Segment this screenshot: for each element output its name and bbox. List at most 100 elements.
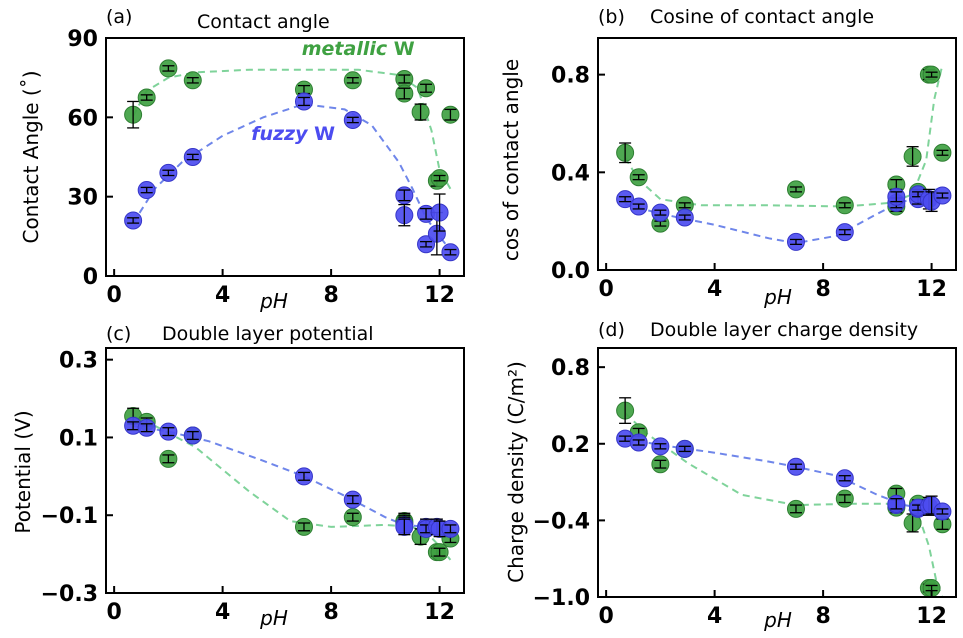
fuzzy-data-point (343, 490, 362, 509)
panel-b-ytick-label: 0.4 (551, 161, 590, 186)
panel-b-ytick-label: 0.8 (551, 64, 590, 89)
panel-a-ytick-label: 0 (83, 265, 98, 290)
panel-a-contact-angle: (a) Contact angle Contact Angle (˚) pH 0… (19, 6, 465, 313)
metallic-data-point (441, 105, 460, 124)
panel-b-xtick-label: 0 (598, 277, 613, 302)
panel-d-ytick-label: 0.2 (551, 433, 590, 458)
panel-c-ytick-label: 0.1 (59, 426, 98, 451)
metallic-fit-line (132, 415, 452, 561)
panel-c-xtick-label: 4 (215, 600, 230, 625)
panel-a-ytick-label: 90 (67, 27, 98, 52)
metallic-data-point (903, 146, 922, 167)
panel-c-xtick-label: 12 (424, 600, 455, 625)
metallic-data-point (786, 180, 805, 199)
metallic-data-point (343, 508, 362, 527)
panel-d-xtick-label: 4 (707, 604, 722, 629)
panel-c-xtick-label: 0 (106, 600, 121, 625)
fuzzy-data-point (183, 426, 202, 445)
metallic-data-point (651, 455, 670, 474)
panel-c-letter: (c) (106, 323, 131, 345)
panel-c-ytick-label: −0.3 (41, 582, 98, 607)
panel-d-title: Double layer charge density (650, 319, 918, 341)
fuzzy-data-point (933, 502, 952, 521)
fuzzy-data-point (441, 243, 460, 262)
panel-a-xtick-label: 12 (424, 283, 455, 308)
panel-d-ytick-label: −0.4 (533, 509, 590, 534)
panel-d-xlabel: pH (763, 608, 792, 632)
panel-a-xtick-label: 4 (215, 283, 230, 308)
fuzzy-data-point (124, 416, 143, 435)
fuzzy-data-point (651, 437, 670, 456)
panel-c-frame (105, 347, 465, 594)
metallic-data-point (675, 196, 694, 215)
fuzzy-data-point (835, 223, 854, 242)
fuzzy-data-point (294, 92, 313, 111)
panel-a-frame (105, 37, 465, 277)
fuzzy-data-point (395, 203, 414, 227)
metallic-data-point (417, 79, 436, 98)
fuzzy-data-point (343, 110, 362, 129)
panel-b-xtick-label: 4 (707, 277, 722, 302)
panel-d-ytick-label: 0.8 (551, 356, 590, 381)
panel-a-ytick-label: 60 (67, 106, 98, 131)
panel-b-xlabel: pH (763, 285, 792, 309)
panel-a-xlabel: pH (259, 289, 288, 313)
panel-c-plot-area (124, 407, 460, 562)
fuzzy-series-label: fuzzy W (251, 123, 335, 145)
panel-d-frame (597, 347, 957, 598)
panel-d-letter: (d) (598, 319, 625, 341)
panel-a-ytick-label: 30 (67, 186, 98, 211)
fuzzy-data-point (430, 193, 449, 232)
panel-b-ylabel: cos of contact angle (499, 59, 523, 261)
fuzzy-data-point (629, 433, 648, 452)
metallic-data-point (922, 65, 941, 84)
metallic-data-point (430, 543, 449, 562)
fuzzy-data-point (835, 469, 854, 488)
panel-b-plot-area (616, 64, 952, 251)
fuzzy-data-point (786, 232, 805, 251)
fuzzy-data-point (395, 517, 414, 536)
fuzzy-data-point (294, 467, 313, 486)
fuzzy-data-point (786, 457, 805, 476)
fuzzy-data-point (124, 211, 143, 230)
panel-c-xtick-label: 8 (323, 600, 338, 625)
metallic-series-label: metallic W (302, 38, 415, 60)
fuzzy-data-point (887, 187, 906, 206)
metallic-data-point (137, 88, 156, 107)
panel-d-xtick-label: 8 (815, 604, 830, 629)
panel-c-ytick-label: 0.3 (59, 349, 98, 374)
fuzzy-fit-line (132, 424, 451, 532)
panel-a-letter: (a) (106, 6, 132, 28)
panel-b-xtick-label: 8 (815, 277, 830, 302)
metallic-data-point (159, 449, 178, 468)
metallic-data-point (395, 84, 414, 103)
fuzzy-data-point (651, 203, 670, 222)
metallic-data-point (835, 196, 854, 215)
metallic-data-point (124, 100, 143, 129)
panel-a-xtick-label: 0 (106, 283, 121, 308)
panel-a-xtick-label: 8 (323, 283, 338, 308)
metallic-data-point (430, 169, 449, 188)
metallic-data-point (933, 143, 952, 162)
metallic-data-point (616, 142, 635, 164)
metallic-data-point (395, 69, 414, 88)
panel-a-title: Contact angle (197, 11, 330, 33)
fuzzy-data-point (395, 186, 414, 205)
metallic-data-point (294, 517, 313, 536)
panel-c-potential: (c) Double layer potential Potential (V)… (11, 323, 465, 630)
panel-d-ytick-label: −1.0 (533, 586, 590, 611)
metallic-data-point (159, 59, 178, 78)
panel-d-ylabel: Charge density (C/m²) (504, 361, 528, 583)
fuzzy-data-point (675, 439, 694, 458)
metallic-data-point (616, 397, 635, 424)
fuzzy-data-point (159, 163, 178, 182)
fuzzy-data-point (417, 235, 436, 254)
panel-b-ytick-label: 0.0 (551, 259, 590, 284)
fuzzy-data-point (933, 186, 952, 205)
fuzzy-data-point (629, 197, 648, 216)
fuzzy-data-point (441, 519, 460, 538)
panel-c-ytick-label: −0.1 (41, 504, 98, 529)
panel-a-ylabel: Contact Angle (˚) (19, 70, 43, 243)
metallic-data-point (786, 499, 805, 518)
